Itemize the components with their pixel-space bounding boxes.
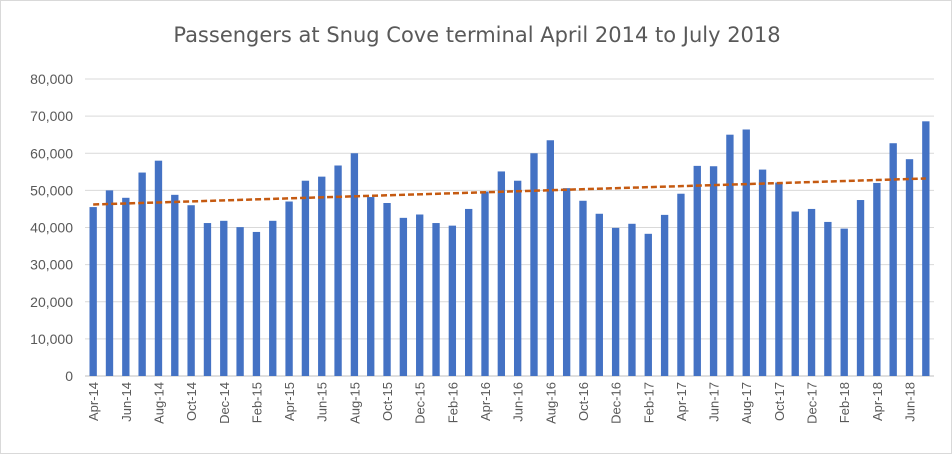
bar (432, 223, 440, 376)
bar (383, 202, 391, 376)
bar (791, 211, 799, 376)
trendline (93, 177, 926, 206)
bar (824, 221, 832, 376)
bar (252, 231, 261, 376)
bar (726, 134, 734, 376)
x-tick-label: Apr-18 (870, 382, 885, 421)
bar (318, 176, 326, 376)
x-tick-label: Feb-17 (641, 382, 656, 423)
bar (285, 201, 293, 376)
bar (677, 193, 685, 376)
bar (628, 223, 636, 376)
x-tick-label: Oct-16 (576, 382, 591, 421)
bar (742, 129, 750, 376)
bar (873, 182, 881, 376)
y-tick-label: 50,000 (30, 182, 73, 198)
bar (269, 220, 277, 376)
x-tick-label: Apr-15 (282, 382, 297, 421)
bar (889, 143, 897, 376)
x-tick-label: Oct-17 (772, 382, 787, 421)
bar (220, 220, 228, 376)
x-tick-label: Jun-18 (903, 382, 918, 422)
y-tick-label: 80,000 (30, 71, 73, 87)
x-tick-label: Aug-16 (543, 382, 558, 424)
x-tick-label: Dec-14 (217, 382, 232, 424)
x-tick-label: Feb-15 (249, 382, 264, 423)
y-tick-label: 10,000 (30, 331, 73, 347)
bar (399, 217, 408, 376)
x-tick-label: Feb-18 (837, 382, 852, 423)
y-tick-label: 70,000 (30, 108, 73, 124)
x-tick-label: Dec-16 (609, 382, 624, 424)
bar (154, 160, 163, 376)
x-tick-label: Dec-17 (805, 382, 820, 424)
bar (105, 190, 114, 376)
bar (758, 169, 767, 376)
bar (595, 213, 603, 376)
chart-title: Passengers at Snug Cove terminal April 2… (173, 23, 781, 47)
y-tick-label: 20,000 (30, 294, 73, 310)
bar (171, 194, 179, 376)
bar (301, 180, 310, 376)
x-tick-label: Oct-15 (380, 382, 395, 421)
bar (660, 214, 669, 376)
bar (579, 200, 587, 376)
bar (350, 153, 359, 376)
bar (497, 171, 506, 376)
x-tick-label: Dec-15 (413, 382, 428, 424)
bar (187, 205, 195, 376)
bar (709, 166, 718, 376)
bar (775, 182, 783, 376)
x-tick-label: Jun-15 (315, 382, 330, 422)
x-tick-label: Aug-15 (347, 382, 362, 424)
bar (807, 208, 816, 376)
bar (530, 153, 538, 376)
bar (236, 227, 244, 376)
x-tick-label: Aug-14 (151, 382, 166, 424)
y-tick-label: 40,000 (30, 220, 73, 236)
y-tick-label: 60,000 (30, 145, 73, 161)
bar (367, 197, 375, 376)
x-tick-label: Feb-16 (445, 382, 460, 423)
x-tick-label: Jun-14 (119, 382, 134, 422)
y-tick-label: 0 (65, 368, 73, 384)
bar (448, 225, 457, 376)
bar (334, 165, 342, 376)
x-tick-label: Apr-16 (478, 382, 493, 421)
x-tick-label: Apr-17 (674, 382, 689, 421)
x-tick-label: Jun-16 (511, 382, 526, 422)
bar (122, 197, 130, 376)
bar (856, 200, 865, 376)
bar (611, 227, 620, 376)
x-tick-label: Apr-14 (86, 382, 101, 421)
x-tick-label: Oct-14 (184, 382, 199, 421)
bar (922, 121, 930, 376)
bar (203, 223, 212, 376)
bar (89, 207, 97, 376)
bar (513, 180, 522, 376)
bar (562, 188, 571, 376)
bar (481, 191, 489, 376)
bar (840, 228, 848, 376)
bar (416, 214, 424, 376)
bar (644, 233, 652, 376)
bar (546, 140, 554, 376)
x-tick-label: Jun-17 (707, 382, 722, 422)
bar (138, 172, 146, 376)
x-tick-label: Aug-17 (739, 382, 754, 424)
bar (693, 165, 701, 376)
bar (465, 208, 473, 376)
y-tick-label: 30,000 (30, 257, 73, 273)
bar (905, 159, 914, 376)
